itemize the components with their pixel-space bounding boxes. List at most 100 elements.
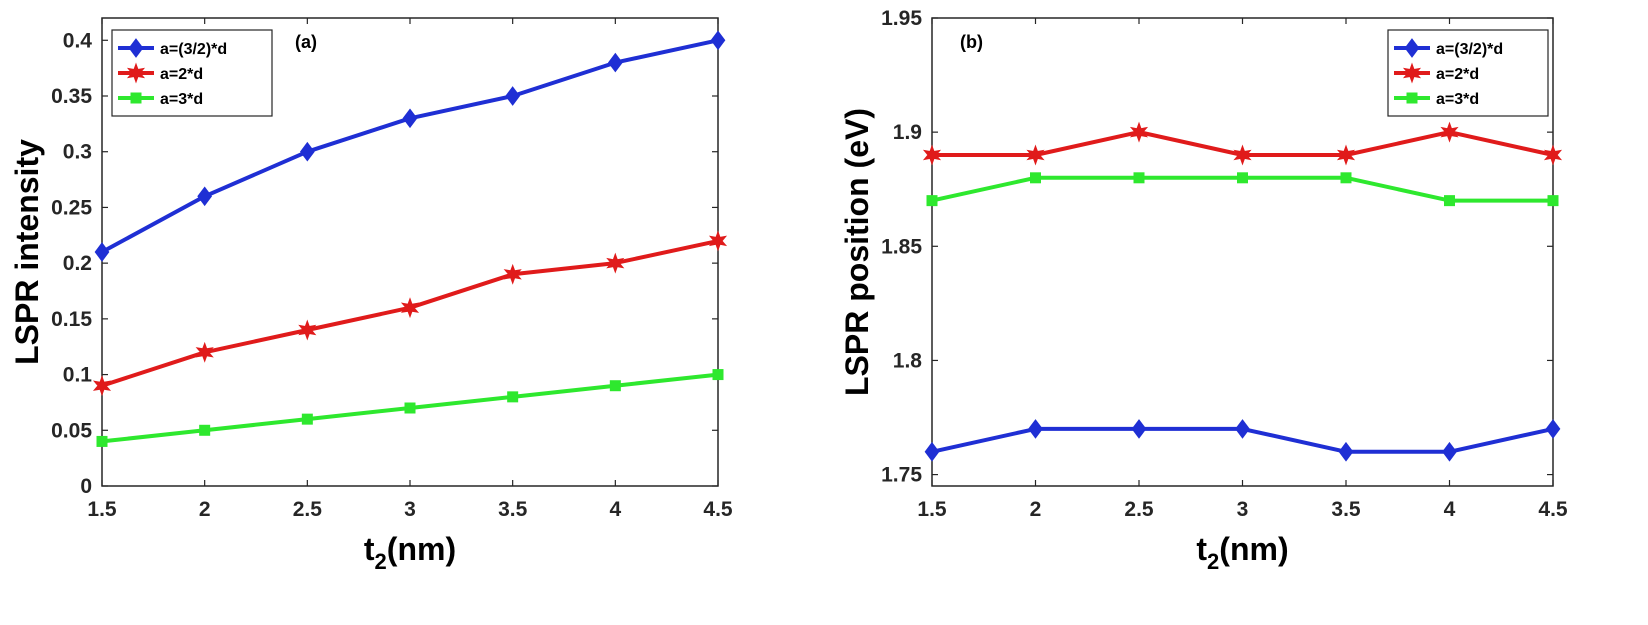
data-point [926,195,938,207]
data-point [1030,172,1041,184]
data-point [1336,144,1356,166]
series-a=3*d [926,172,1559,207]
panel-label: (b) [960,32,983,52]
series-a=2*d [92,230,728,397]
x-tick-label: 2.5 [1124,498,1154,521]
y-tick-label: 1.9 [893,121,922,144]
y-tick-label: 0.1 [63,364,93,387]
legend-marker [1404,38,1420,58]
data-point [1028,419,1043,439]
panel-b: 1.5 2 2.5 3 3.5 4 4.5 1.75 1.8 1.85 1.9 1.95 t2(nm) L… [839,7,1568,574]
data-point [924,441,940,462]
data-point [1444,195,1455,207]
data-point [503,263,522,285]
data-point [607,52,623,73]
x-tick-label: 3.5 [1331,498,1361,521]
data-point [404,402,416,414]
legend-label: a=3*d [160,91,203,108]
x-tick-label: 2.5 [293,498,323,521]
data-point [1543,144,1563,166]
y-tick-label: 0.4 [63,29,93,52]
y-tick-label: 0.15 [51,308,92,331]
data-point [710,30,726,51]
data-point [1545,419,1561,439]
y-tick-label: 1.8 [893,349,923,372]
data-point [1442,441,1457,462]
legend-label: a=2*d [1436,66,1479,83]
y-tick-label: 1.85 [881,235,922,258]
legend-label: a=(3/2)*d [1436,41,1503,58]
data-point [402,108,418,129]
legend-marker [128,38,144,58]
legend-label: a=3*d [1436,91,1479,108]
x-tick-label: 1.5 [87,498,117,521]
data-point [1026,144,1045,166]
series-a=3*d [96,369,724,447]
data-point [708,230,728,252]
legend-marker [126,62,146,84]
data-point [712,369,724,381]
data-point [1133,172,1145,184]
legend-marker [1406,92,1418,104]
data-point [1129,121,1149,143]
data-point [400,297,420,319]
x-tick-label: 3.5 [498,498,528,521]
panel-label: (a) [295,32,317,52]
legend-marker [130,92,142,104]
data-point [1340,172,1352,184]
x-tick-label: 4.5 [1538,498,1568,521]
data-point [299,141,315,162]
data-point [298,319,317,341]
legend: a=(3/2)*d a=2*d a=3*d [111,29,273,117]
y-tick-label: 1.75 [881,464,922,487]
panel-a: 1.5 2 2.5 3 3.5 4 4.5 0 0.05 0.1 0.15 0.2 0.25 0.3 0.3… [9,17,733,574]
y-tick-label: 0 [80,475,92,498]
series-a=(3/2)*d [924,419,1561,462]
series-a=(3/2)*d [94,30,726,262]
y-axis-title: LSPR intensity [9,139,45,365]
legend: a=(3/2)*d a=2*d a=3*d [1387,29,1549,117]
x-tick-label: 4 [609,498,621,521]
data-point [505,86,521,106]
legend-label: a=2*d [160,66,203,83]
y-tick-label: 0.35 [51,85,92,108]
y-tick-label: 1.95 [881,7,922,30]
data-point [922,144,942,166]
legend-marker [1402,62,1422,84]
x-axis-title: t2(nm) [364,531,456,574]
data-point [606,252,625,274]
x-axis-title: t2(nm) [1196,531,1288,574]
data-point [1338,441,1354,462]
x-tick-label: 4.5 [703,498,733,521]
data-point [1233,144,1252,166]
data-point [609,380,621,392]
x-tick-label: 3 [404,498,416,521]
data-point [197,186,213,207]
data-point [1131,419,1147,439]
y-tick-label: 0.2 [63,252,92,275]
data-point [199,424,211,436]
data-point [94,242,110,262]
data-point [92,375,112,397]
legend-label: a=(3/2)*d [160,41,227,58]
data-point [1237,172,1248,184]
data-point [1235,419,1250,439]
data-point [507,391,519,403]
y-tick-label: 0.25 [51,196,92,219]
x-tick-label: 1.5 [917,498,947,521]
data-point [195,341,214,363]
x-tick-label: 4 [1444,498,1456,521]
series-a=2*d [922,121,1563,166]
data-point [301,413,313,425]
data-point [96,435,108,447]
y-tick-label: 0.05 [51,419,92,442]
data-point [1547,195,1559,207]
data-point [1440,121,1459,143]
y-tick-label: 0.3 [63,141,92,164]
x-tick-label: 3 [1237,498,1249,521]
x-tick-label: 2 [199,498,211,521]
y-axis-title: LSPR position (eV) [839,108,875,396]
x-tick-label: 2 [1030,498,1042,521]
